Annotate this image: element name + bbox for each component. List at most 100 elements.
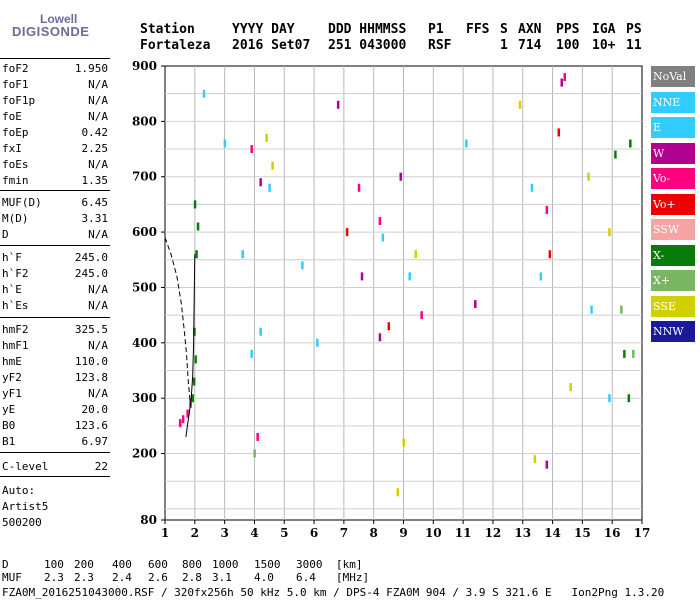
param-name: foEs — [2, 158, 29, 171]
param-value: N/A — [88, 283, 108, 296]
x-tick-label: 9 — [399, 526, 407, 540]
header-s-value: 1 — [500, 38, 508, 53]
param-value: 110.0 — [74, 355, 108, 368]
separator — [0, 58, 110, 59]
param-name: fxI — [2, 142, 22, 155]
data-mark — [178, 419, 182, 428]
x-tick-label: 14 — [544, 526, 561, 540]
data-mark — [345, 228, 349, 237]
footer-row-value: 2.8 — [182, 571, 202, 584]
data-mark — [259, 327, 262, 336]
legend-item: SSW — [651, 219, 695, 240]
param-name: yE — [2, 403, 16, 416]
auto-label: Auto: — [2, 484, 36, 497]
param-name: hmF1 — [2, 339, 29, 352]
footer-row-value: 400 — [112, 558, 132, 571]
x-tick-label: 16 — [604, 526, 621, 540]
param-row: foE N/A — [2, 110, 108, 126]
x-tick-label: 3 — [220, 526, 228, 540]
data-mark — [256, 432, 259, 441]
legend-item: E — [651, 117, 695, 138]
data-mark — [632, 349, 635, 358]
brand-line1: Lowell — [40, 12, 78, 26]
data-mark — [250, 349, 253, 358]
data-mark — [186, 409, 189, 418]
y-tick-label: 200 — [132, 447, 157, 461]
header-dddhhmmss-label: DDD HHMMSS — [328, 22, 407, 37]
footer-row-value: 1500 — [254, 558, 281, 571]
param-name: yF1 — [2, 387, 22, 400]
y-tick-label: 900 — [132, 60, 157, 73]
legend-item: NNW — [651, 321, 695, 342]
data-mark — [620, 305, 623, 314]
param-row: foF2 1.950 — [2, 62, 108, 78]
param-name: yF2 — [2, 371, 22, 384]
footer-row-value: 100 — [44, 558, 64, 571]
footer-row-value: 3.1 — [212, 571, 232, 584]
data-mark — [181, 415, 185, 424]
param-name: D — [2, 228, 9, 241]
separator — [0, 476, 110, 477]
footer-row-value: 2.3 — [44, 571, 64, 584]
x-tick-label: 8 — [370, 526, 378, 540]
separator — [0, 317, 110, 318]
data-mark — [402, 438, 405, 447]
data-mark — [193, 327, 196, 336]
header-ps-label: PS — [626, 22, 642, 37]
x-tick-label: 6 — [310, 526, 318, 540]
footer-row-value: 4.0 — [254, 571, 274, 584]
param-value: 123.6 — [74, 419, 108, 432]
data-mark — [614, 150, 617, 159]
param-name: h`Es — [2, 299, 29, 312]
footer-row-value: 2.4 — [112, 571, 132, 584]
param-row: yE 20.0 — [2, 403, 108, 419]
data-mark — [378, 217, 382, 226]
param-name: foE — [2, 110, 22, 123]
param-name: B1 — [2, 435, 16, 448]
ordinary-trace-curve — [185, 254, 196, 438]
y-tick-label: 700 — [132, 170, 157, 184]
data-mark — [195, 250, 198, 259]
x-tick-label: 11 — [455, 526, 472, 540]
param-value: N/A — [88, 158, 108, 171]
data-mark — [530, 183, 534, 192]
footer-row-value: 200 — [74, 558, 94, 571]
mufd-dashed-curve — [164, 237, 191, 404]
param-row: h`Es N/A — [2, 299, 108, 315]
legend-item: W — [651, 142, 695, 164]
param-name: foF2 — [2, 62, 29, 75]
data-mark — [378, 333, 382, 342]
data-mark — [399, 172, 403, 181]
param-value: 6.97 — [81, 435, 109, 448]
param-row: MUF(D) 6.45 — [2, 196, 108, 212]
footer-file-info: FZA0M_2016251043000.RSF / 320fx256h 50 k… — [2, 586, 665, 599]
header-iga-value: 10+ — [592, 38, 616, 53]
y-tick-label: 800 — [132, 114, 157, 128]
data-mark — [193, 200, 197, 209]
x-tick-label: 15 — [574, 526, 591, 540]
param-row: hmF2 325.5 — [2, 323, 108, 339]
legend-item: Vo+ — [651, 193, 695, 215]
header-yyyyday-label: YYYY DAY — [232, 22, 295, 37]
param-value: 1.35 — [81, 174, 109, 187]
data-mark — [474, 300, 477, 309]
data-mark — [268, 183, 271, 192]
data-mark — [336, 100, 340, 109]
x-tick-label: 4 — [250, 526, 258, 540]
auto-algorithm: Artist5 — [2, 500, 49, 513]
data-mark — [569, 383, 572, 392]
data-mark — [357, 183, 361, 192]
footer-row-value: 1000 — [212, 558, 239, 571]
param-value: 3.31 — [81, 212, 109, 225]
param-row: foEp 0.42 — [2, 126, 108, 142]
param-name: foF1p — [2, 94, 36, 107]
separator — [0, 452, 110, 453]
param-value: 20.0 — [81, 403, 109, 416]
param-name: M(D) — [2, 212, 29, 225]
param-value: 6.45 — [81, 196, 109, 209]
legend-item: X- — [651, 244, 695, 266]
header-axn-label: AXN — [518, 22, 542, 37]
header-date-value: 2016 Set07 — [232, 38, 311, 53]
x-tick-label: 5 — [280, 526, 288, 540]
c-level-label: C-level — [2, 460, 49, 473]
